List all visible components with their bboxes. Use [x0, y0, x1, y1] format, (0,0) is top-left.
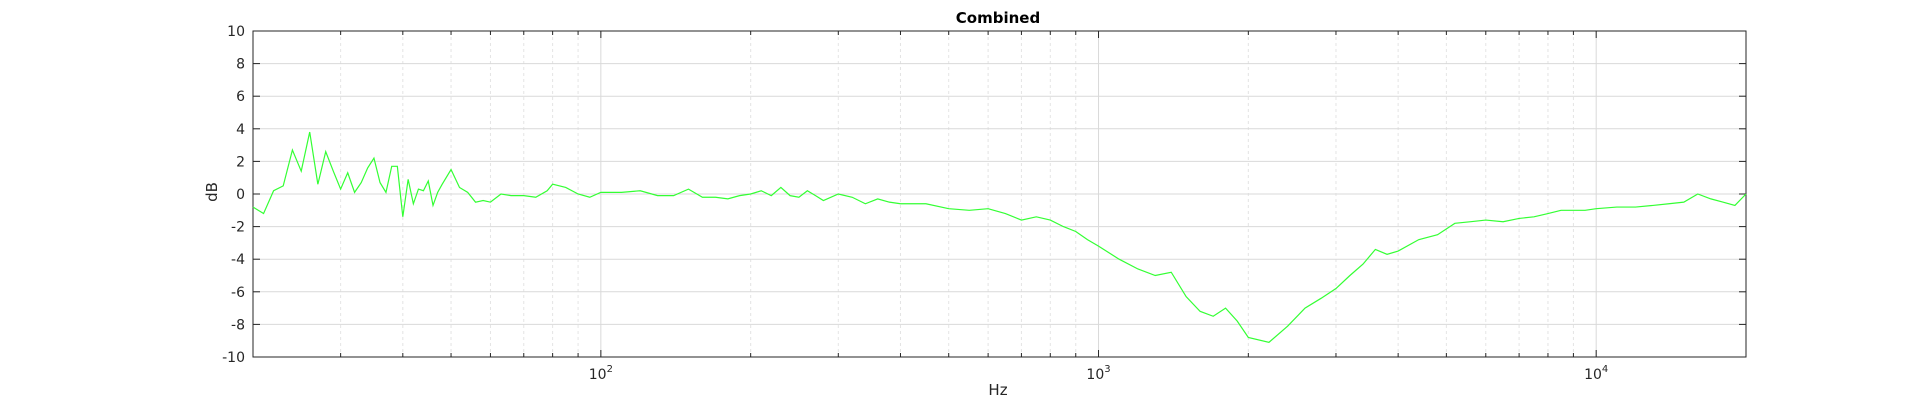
- chart-title: Combined: [956, 9, 1040, 27]
- x-tick-label: 104: [1584, 364, 1608, 383]
- y-tick-label: -2: [231, 220, 245, 236]
- grid: [252, 30, 1747, 358]
- y-tick-label: 10: [227, 24, 245, 40]
- y-tick-label: -4: [231, 252, 245, 268]
- y-tick-label: 6: [236, 89, 245, 105]
- y-axis-label: dB: [203, 182, 221, 202]
- y-tick-label: 2: [236, 154, 245, 170]
- y-tick-label: -10: [222, 350, 245, 366]
- x-tick-labels: 102 103 104: [589, 364, 1609, 383]
- series-line: [252, 131, 1747, 343]
- y-tick-labels: -10 -8 -6 -4 -2 0 2 4 6 8 10: [222, 24, 245, 366]
- x-tick-label: 102: [589, 364, 613, 383]
- y-tick-label: -8: [231, 317, 245, 333]
- x-axis-label: Hz: [988, 381, 1007, 399]
- axis-ticks: [252, 30, 1747, 358]
- x-tick-label: 103: [1086, 364, 1110, 383]
- y-tick-label: 8: [236, 57, 245, 73]
- y-tick-label: 0: [236, 187, 245, 203]
- y-tick-label: -6: [231, 285, 245, 301]
- y-tick-label: 4: [236, 122, 245, 138]
